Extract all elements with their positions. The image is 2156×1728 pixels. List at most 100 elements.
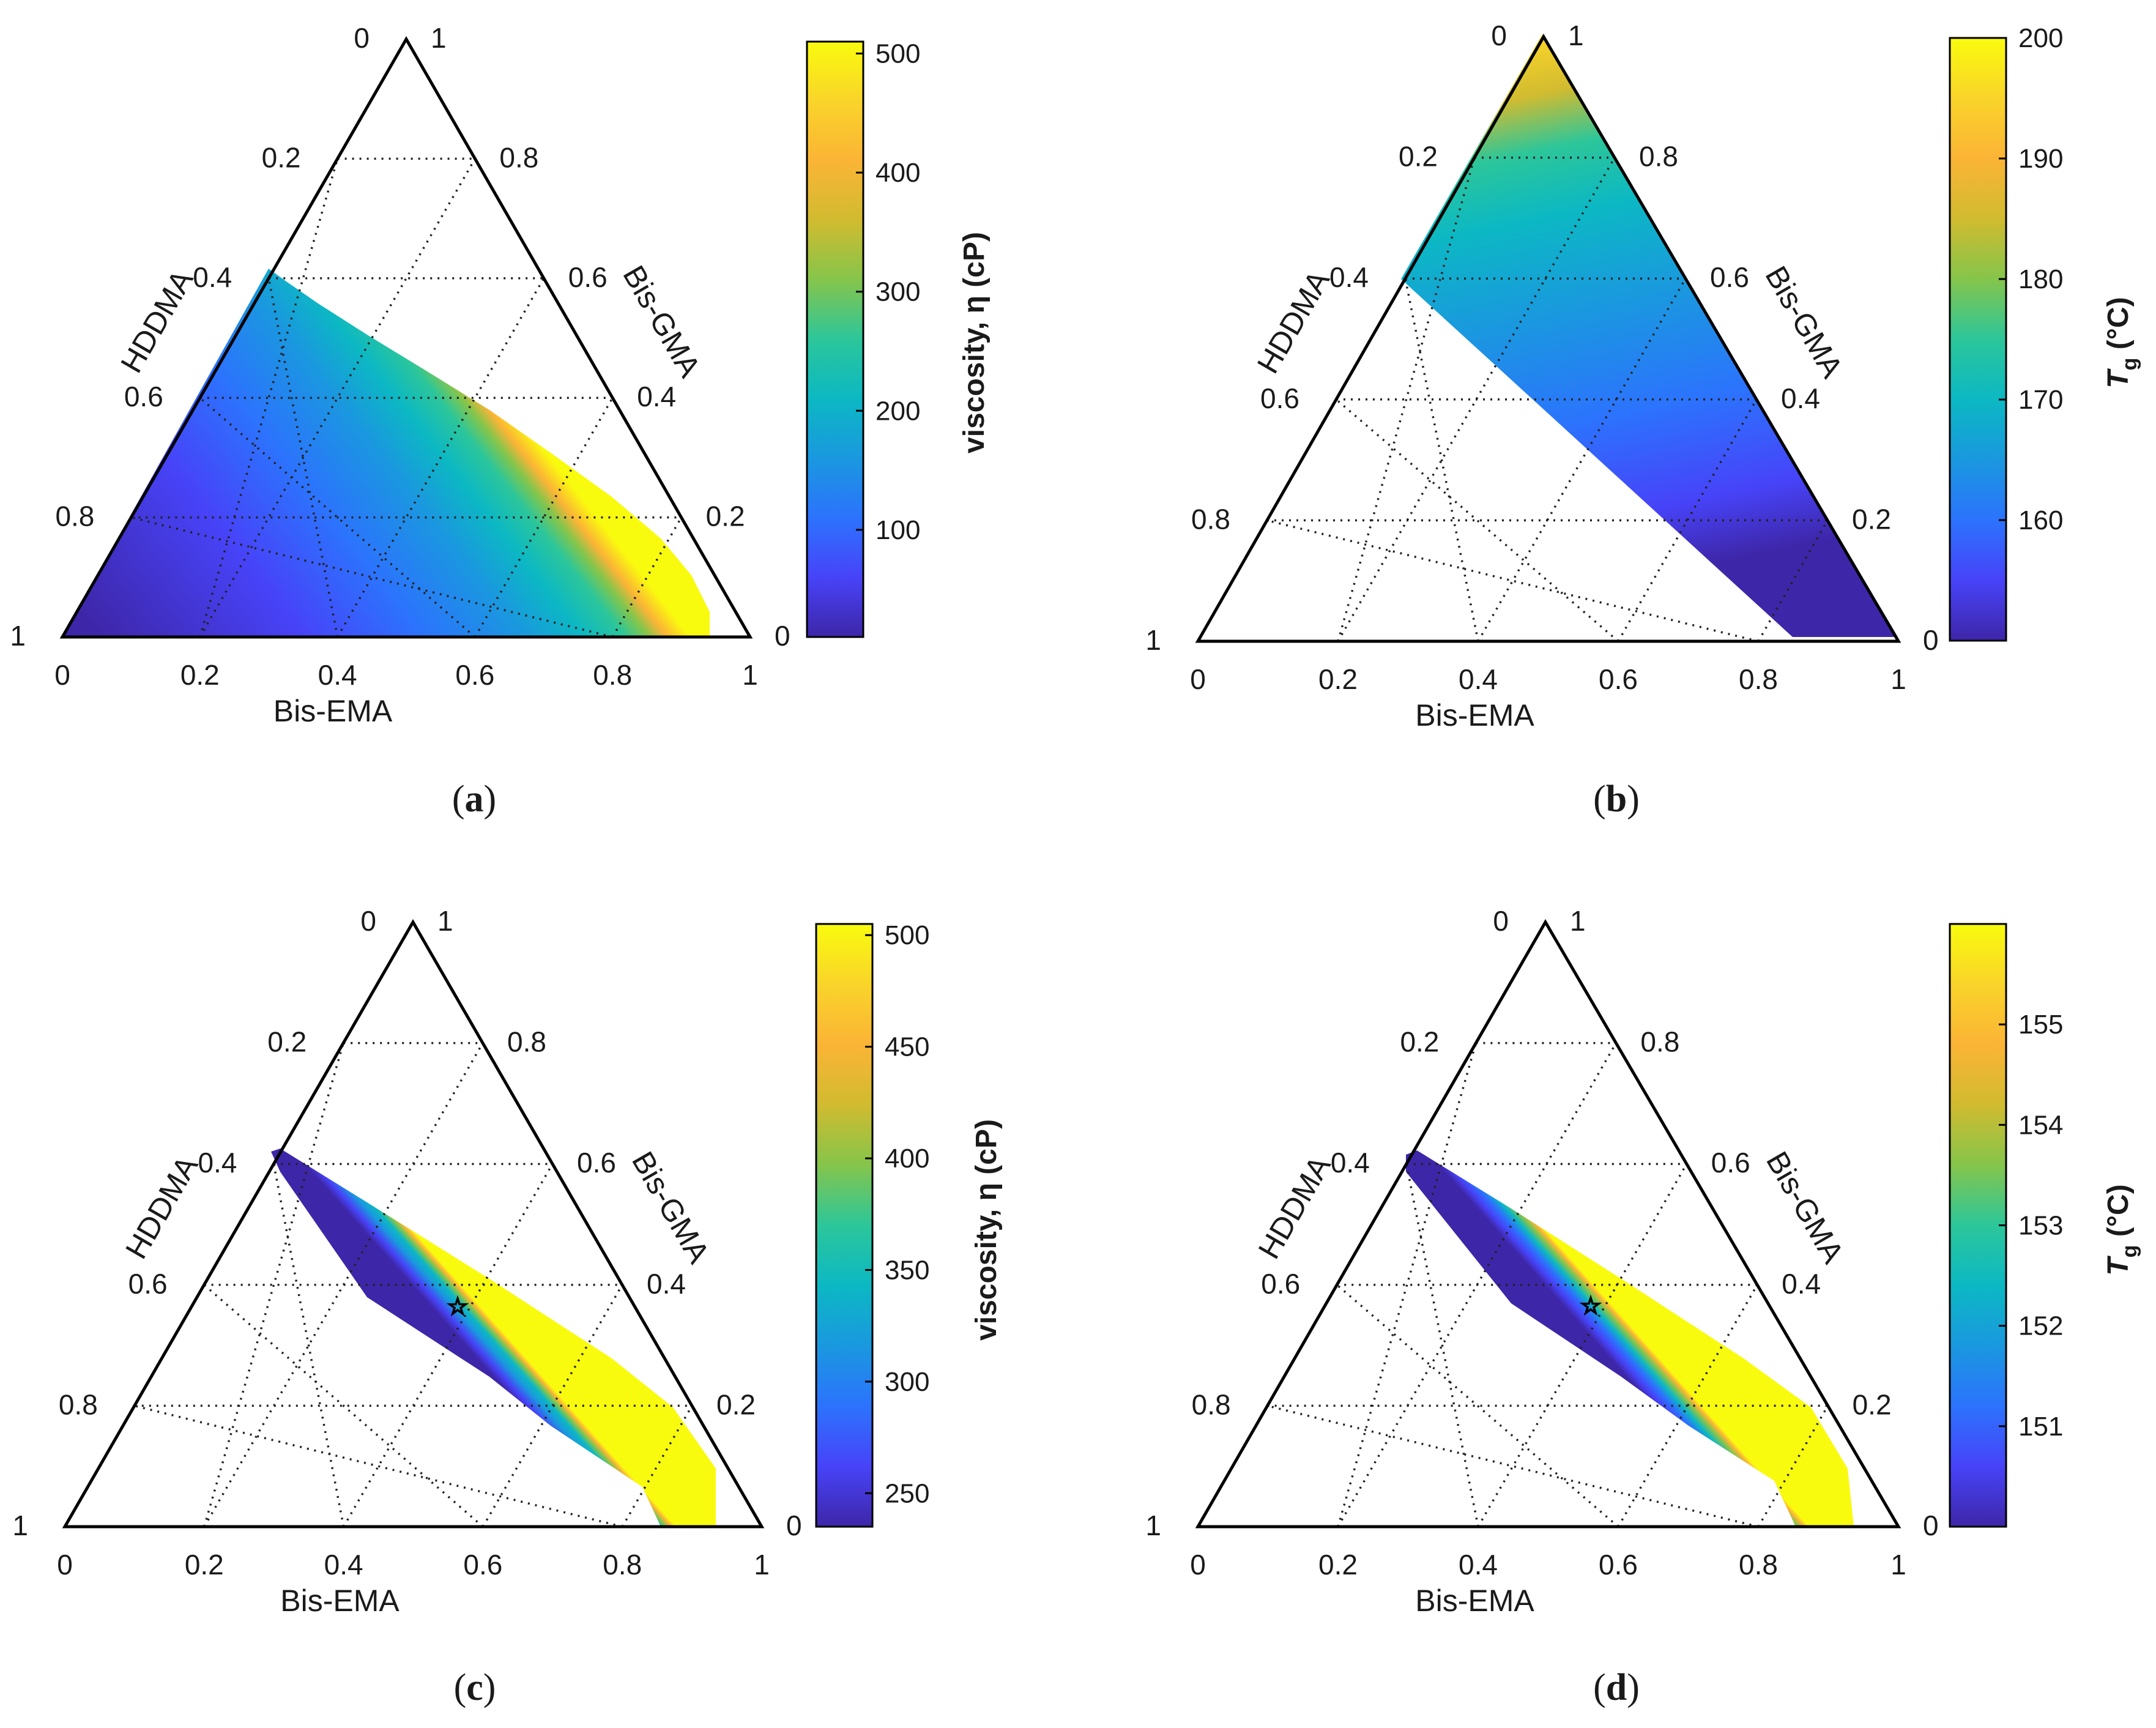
bottom-tick-label: 1 [1890,1549,1906,1581]
colorbar-tick-label: 500 [875,39,920,69]
colorbar-tick-label: 350 [885,1255,929,1285]
left-tick-label: 0.2 [267,1026,307,1058]
left-tick-label: 0.4 [193,261,232,293]
colorbar-tick-label: 400 [875,158,920,188]
grid-line [1335,398,1619,642]
grid-line [1337,1043,1478,1527]
right-tick-label: 1 [437,905,453,937]
triangle-frame [1195,919,1901,1529]
gridlines [134,1041,693,1528]
bottom-tick-label: 0.8 [1739,1549,1778,1581]
bottom-tick-label: 0 [1190,663,1206,695]
grid-line [134,1404,623,1528]
colorbar-tick-label: 151 [2018,1412,2063,1442]
right-axis-title: Bis-GMA [616,260,707,384]
colorbar-title: Tg (°C) [2102,1184,2141,1275]
left-tick-label: 0.8 [59,1388,98,1420]
bottom-tick-label: 0 [57,1549,73,1581]
left-tick-label: 0.4 [198,1147,237,1179]
left-tick-label: 0.4 [1331,1147,1370,1179]
left-tick-label: 0 [360,905,376,937]
grid-line [203,1043,344,1527]
right-tick-label: 0 [775,620,790,652]
left-tick-label: 1 [10,620,26,652]
left-tick-label: 0.2 [1400,1026,1439,1058]
right-tick-label: 0.6 [568,261,608,293]
colorbar [815,923,874,1528]
right-tick-label: 0.6 [577,1147,616,1179]
grid-line [621,1405,693,1527]
colorbar-title: viscosity, η (cP) [958,232,991,453]
left-tick-label: 1 [1145,624,1161,656]
bottom-tick-label: 1 [742,659,758,691]
right-tick-label: 0.2 [1852,503,1891,535]
grid-line [1337,157,1616,642]
bottom-tick-label: 0.2 [185,1549,224,1581]
grid-line [203,1284,484,1528]
bottom-tick-label: 0.6 [463,1549,502,1581]
bottom-tick-label: 0.6 [1599,663,1638,695]
right-tick-label: 0.4 [1782,1268,1821,1300]
colorbar-tick-label: 180 [2018,264,2063,294]
right-tick-label: 0.4 [637,381,676,412]
left-tick-label: 0.8 [1191,503,1230,535]
right-axis-title: Bis-GMA [1760,1145,1851,1269]
grid-line [336,277,545,638]
colorbar [1949,923,2007,1528]
grid-line [1757,520,1829,642]
grid-line [1757,1405,1829,1527]
gridlines [1267,1041,1829,1528]
colorbar-tick-label: 200 [2018,23,2063,53]
feasible-region [1406,1150,1854,1527]
bottom-tick-label: 0.6 [455,659,494,691]
right-tick-label: 0.4 [647,1268,686,1300]
left-tick-label: 0.8 [55,501,94,532]
left-axis-title: HDDMA [1252,1150,1337,1264]
colorbar-tick-label: 155 [2018,1010,2063,1040]
bottom-tick-label: 0 [54,659,70,691]
optimum-star: ☆ [447,1294,468,1320]
grid-line [203,1042,484,1527]
right-tick-label: 1 [1570,905,1586,937]
bottom-tick-label: 0.8 [603,1549,642,1581]
left-tick-label: 0.4 [1329,261,1369,293]
right-tick-label: 0.8 [499,141,538,173]
right-axis-title: Bis-GMA [1758,260,1849,384]
panel-caption: (d) [1593,1667,1640,1708]
feasible-region [271,1149,716,1527]
colorbar-tick-label: 450 [885,1032,929,1062]
right-tick-label: 0.6 [1710,261,1749,293]
panel-c: 0 0.2 0.4 0.6 0.8 100.20.40.60.8110.80.60.40.… [12,905,1003,1708]
grid-line [481,1284,623,1527]
colorbar-title: Tg (°C) [2102,297,2141,388]
bottom-tick-label: 0.2 [1318,663,1358,695]
colorbar-tick-label: 170 [2018,385,2063,415]
right-tick-label: 0.4 [1781,382,1820,414]
bottom-tick-label: 0.4 [318,659,357,691]
panel-caption: (b) [1593,778,1640,820]
colorbar-tick-label: 400 [885,1144,929,1174]
feasible-region [1401,34,1898,637]
left-tick-label: 0.8 [1192,1388,1231,1420]
optimum-star: ☆ [1580,1294,1601,1319]
triangle-frame [1195,34,1901,643]
triangle-frame [62,918,765,1529]
right-tick-label: 1 [431,22,447,54]
bottom-tick-label: 0.2 [1318,1549,1358,1581]
panel-a: 0 0.2 0.4 0.6 0.8 100.20.40.60.8110.80.60.40.… [10,22,991,820]
feasible-region [62,269,710,637]
left-tick-label: 0 [1491,20,1507,51]
left-axis-title: HDDMA [119,1150,204,1264]
bottom-tick-label: 0.4 [1459,663,1498,695]
gridlines [130,157,683,638]
bottom-tick-label: 0.8 [1739,663,1778,695]
left-tick-label: 1 [12,1510,28,1541]
grid-line [1404,278,1479,642]
right-tick-label: 0.2 [706,501,745,532]
grid-line [1336,1284,1619,1528]
right-tick-label: 0.2 [1853,1388,1892,1420]
bottom-tick-label: 0.6 [1599,1549,1638,1581]
right-tick-label: 0.6 [1711,1147,1750,1179]
colorbar-tick-label: 152 [2018,1311,2063,1341]
panel-b: 0 0.2 0.4 0.6 0.8 100.20.40.60.8110.80.60.40.… [1145,20,2141,820]
